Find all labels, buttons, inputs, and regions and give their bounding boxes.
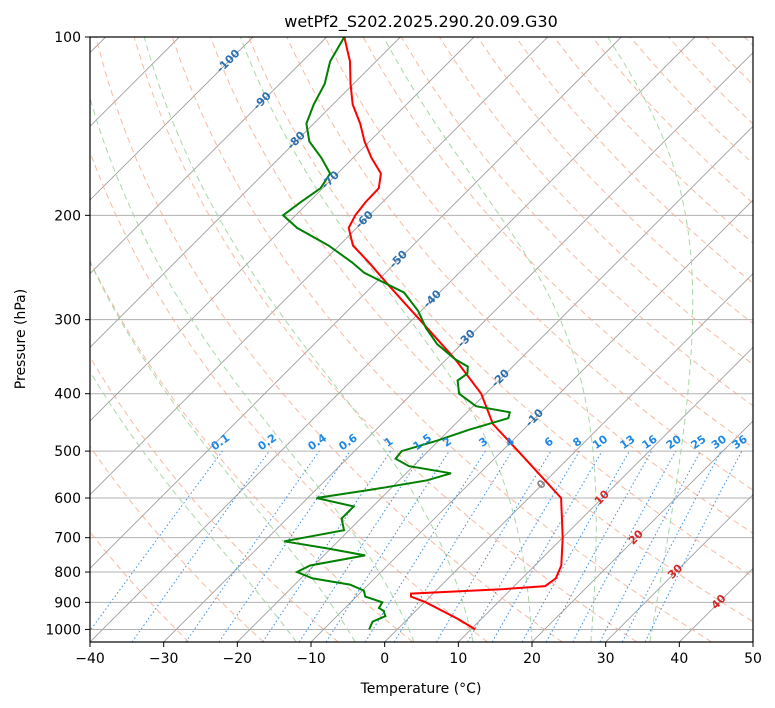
isotherm-line bbox=[458, 346, 753, 642]
y-tick-label: 600 bbox=[54, 491, 81, 507]
isotherm-line bbox=[90, 37, 696, 642]
mixing-ratio-line bbox=[262, 450, 392, 642]
dry-adiabat-line bbox=[210, 37, 753, 623]
x-tick-label: 40 bbox=[670, 651, 688, 667]
isotherm-line bbox=[237, 125, 753, 642]
y-tick-label: 900 bbox=[54, 595, 81, 611]
y-tick-label: 100 bbox=[54, 30, 81, 46]
dewpoint-profile-line bbox=[281, 37, 512, 630]
moist-adiabat-line bbox=[239, 37, 533, 642]
y-axis-label: Pressure (hPa) bbox=[13, 289, 29, 389]
isotherm-line bbox=[90, 37, 548, 496]
moist-adiabat-line bbox=[90, 370, 297, 642]
dry-adiabat-line bbox=[90, 445, 264, 642]
x-tick-label: −20 bbox=[223, 651, 253, 667]
mixing-ratio-line bbox=[131, 450, 270, 642]
y-tick-label: 700 bbox=[54, 531, 81, 547]
mixing-ratio-line bbox=[521, 450, 630, 642]
moist-adiabat-line bbox=[607, 37, 694, 642]
dry-adiabat-line bbox=[90, 356, 339, 642]
isotherm-line bbox=[384, 273, 753, 642]
temperature-profile-line bbox=[343, 37, 564, 631]
x-tick-label: −30 bbox=[149, 651, 179, 667]
x-axis-label: Temperature (°C) bbox=[360, 681, 482, 697]
mixing-ratio-line bbox=[325, 450, 450, 642]
x-tick-label: 20 bbox=[523, 651, 541, 667]
x-tick-label: 0 bbox=[380, 651, 389, 667]
mixing-ratio-line bbox=[572, 450, 677, 642]
dry-adiabat-line bbox=[171, 37, 712, 642]
mixing-ratio-line bbox=[90, 450, 223, 632]
dry-adiabat-line bbox=[515, 37, 753, 284]
mixing-ratio-line bbox=[545, 450, 653, 642]
dry-adiabat-line bbox=[133, 37, 638, 642]
moist-adiabat-line bbox=[90, 96, 415, 642]
y-tick-label: 200 bbox=[54, 208, 81, 224]
isotherm-line bbox=[605, 494, 753, 642]
y-tick-label: 500 bbox=[54, 444, 81, 460]
dry-adiabat-line bbox=[324, 37, 753, 491]
isotherm-line bbox=[163, 52, 753, 642]
x-tick-label: 30 bbox=[597, 651, 615, 667]
mixing-ratio-line bbox=[218, 450, 351, 642]
isotherm-line bbox=[90, 37, 327, 275]
plot-frame bbox=[89, 36, 754, 643]
y-tick-label: 800 bbox=[54, 565, 81, 581]
dry-adiabat-line bbox=[90, 259, 414, 642]
mixing-ratio-line bbox=[644, 450, 743, 642]
dry-adiabat-line bbox=[286, 37, 753, 534]
isotherm-line bbox=[90, 37, 401, 348]
isotherm-line bbox=[531, 420, 753, 642]
x-tick-label: 50 bbox=[744, 651, 762, 667]
y-tick-label: 400 bbox=[54, 387, 81, 403]
dry-adiabat-line bbox=[248, 37, 753, 578]
x-tick-label: −10 bbox=[296, 651, 326, 667]
x-tick-label: −40 bbox=[75, 651, 105, 667]
moist-adiabat-line bbox=[90, 260, 356, 642]
isotherm-line bbox=[90, 37, 475, 422]
y-tick-label: 300 bbox=[54, 313, 81, 329]
dry-adiabat-line bbox=[95, 37, 563, 642]
isotherm-line bbox=[90, 37, 254, 201]
x-tick-label: 10 bbox=[449, 651, 467, 667]
mixing-ratio-line bbox=[393, 450, 513, 642]
isotherm-line bbox=[90, 37, 622, 569]
mixing-ratio-line bbox=[298, 450, 425, 642]
y-tick-label: 1000 bbox=[45, 622, 81, 638]
chart-title: wetPf2_S202.2025.290.20.09.G30 bbox=[284, 12, 558, 32]
moist-adiabat-line bbox=[143, 37, 474, 642]
moist-adiabat-line bbox=[383, 37, 597, 642]
mixing-ratio-line bbox=[185, 450, 320, 642]
